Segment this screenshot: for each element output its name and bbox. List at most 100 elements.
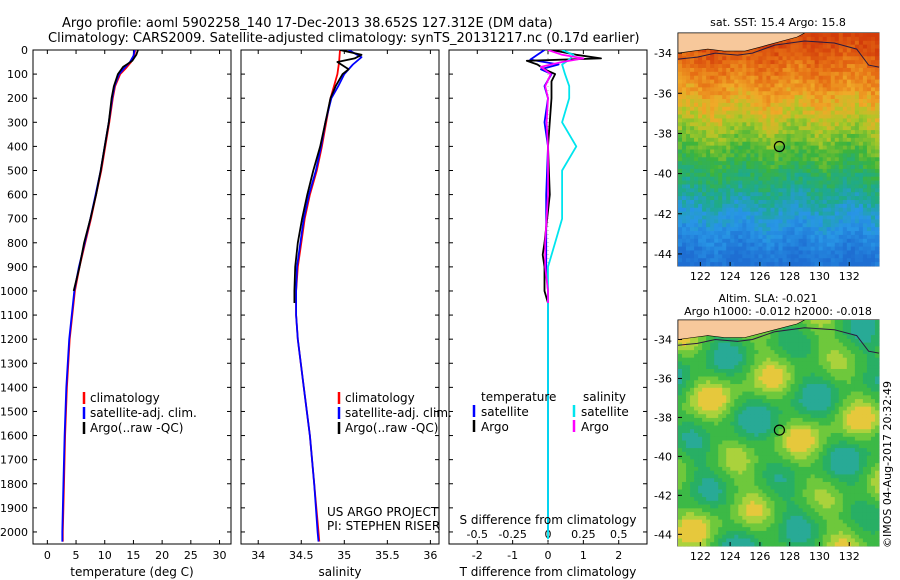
map-cell <box>702 141 707 147</box>
map-cell <box>694 410 699 415</box>
map-cell <box>690 231 695 236</box>
map-cell <box>762 387 767 392</box>
map-cell <box>850 106 856 112</box>
map-cell <box>758 515 763 521</box>
land-mass <box>677 32 805 54</box>
map-cell <box>830 219 836 224</box>
map-cell <box>766 71 771 77</box>
map-cell <box>682 180 687 185</box>
map-cell <box>790 196 795 201</box>
map-cell <box>842 130 848 135</box>
map-cell <box>686 75 691 80</box>
map-cell <box>790 192 795 197</box>
map-cell <box>862 153 868 158</box>
map-cell <box>694 203 699 209</box>
map-cell <box>870 118 876 123</box>
map-cell <box>842 258 848 263</box>
map-cell <box>830 153 836 158</box>
map-cell <box>722 258 727 263</box>
map-cell <box>774 459 779 464</box>
map-cell <box>766 542 771 547</box>
map-cell <box>806 215 812 220</box>
map-cell <box>686 493 691 498</box>
map-cell <box>742 391 747 396</box>
map-cell <box>818 33 824 38</box>
map-cell <box>734 122 739 127</box>
map-y-tick-label: -42 <box>654 208 672 221</box>
map-cell <box>802 234 808 240</box>
map-cell <box>686 353 691 359</box>
map-cell <box>774 470 779 475</box>
map-cell <box>782 515 787 521</box>
map-cell <box>782 227 787 232</box>
map-cell <box>730 254 735 259</box>
map-cell <box>814 234 820 240</box>
map-cell <box>802 33 808 38</box>
map-cell <box>718 368 723 374</box>
map-cell <box>766 478 771 483</box>
map-cell <box>738 130 743 135</box>
map-cell <box>702 417 707 423</box>
map-cell <box>766 508 771 513</box>
map-cell <box>778 410 783 415</box>
map-cell <box>718 234 723 240</box>
map-cell <box>698 357 703 362</box>
map-cell <box>850 184 856 189</box>
map-cell <box>786 463 791 468</box>
map-cell <box>742 455 747 460</box>
map-cell <box>710 91 715 96</box>
map-cell <box>790 48 795 53</box>
map-cell <box>782 231 787 236</box>
map-cell <box>862 114 868 119</box>
map-cell <box>718 436 723 441</box>
legend-label-s-satellite: satellite <box>581 405 629 419</box>
map-cell <box>778 114 783 119</box>
map-cell <box>718 262 723 267</box>
map-cell <box>702 493 707 498</box>
map-cell <box>690 165 695 170</box>
map-cell <box>706 478 711 483</box>
map-cell <box>862 165 868 170</box>
map-cell <box>842 180 848 185</box>
map-cell <box>738 203 743 209</box>
map-cell <box>838 75 844 80</box>
map-cell <box>806 64 812 69</box>
map-cell <box>838 215 844 220</box>
map-cell <box>722 414 727 419</box>
map-cell <box>770 130 775 135</box>
map-cell <box>682 122 687 127</box>
map-cell <box>730 380 735 385</box>
map-cell <box>758 161 763 166</box>
map-cell <box>786 417 791 423</box>
map-cell <box>818 234 824 240</box>
map-cell <box>702 372 707 377</box>
map-cell <box>766 223 771 228</box>
map-cell <box>870 137 876 143</box>
map-cell <box>742 192 747 197</box>
map-cell <box>682 470 687 475</box>
map-cell <box>822 110 828 115</box>
map-cell <box>774 199 779 205</box>
map-cell <box>786 188 791 193</box>
map-cell <box>762 399 767 404</box>
map-cell <box>786 515 791 521</box>
map-cell <box>750 519 755 524</box>
map-cell <box>806 149 812 154</box>
map-cell <box>718 141 723 147</box>
map-cell <box>862 44 868 49</box>
map-cell <box>854 234 860 240</box>
map-cell <box>854 36 860 42</box>
map-cell <box>782 410 787 415</box>
map-cell <box>762 361 767 366</box>
map-cell <box>746 440 751 445</box>
map-cell <box>718 60 723 65</box>
map-cell <box>694 512 699 517</box>
map-cell <box>842 102 848 108</box>
map-cell <box>682 451 687 456</box>
map-cell <box>786 67 791 73</box>
map-cell <box>678 83 683 88</box>
map-cell <box>694 368 699 374</box>
map-cell <box>806 211 812 216</box>
map-cell <box>750 118 755 123</box>
map-cell <box>782 87 787 92</box>
